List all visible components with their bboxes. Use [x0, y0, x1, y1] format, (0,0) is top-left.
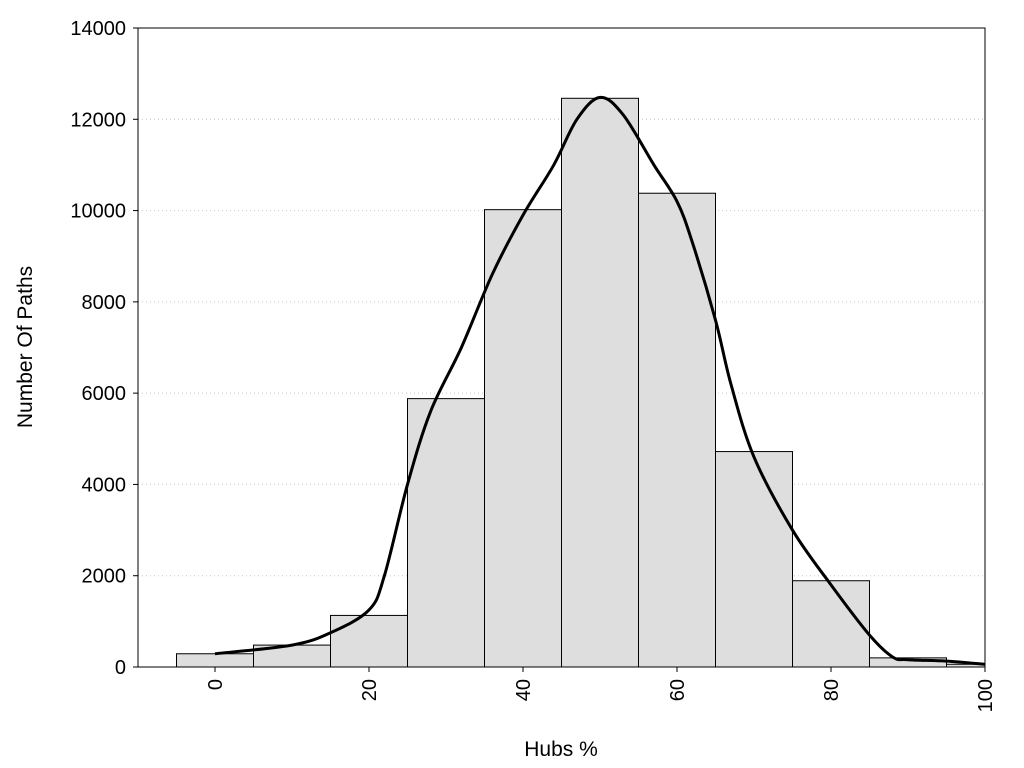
y-tick-label: 14000: [70, 18, 126, 40]
histogram-bar: [484, 209, 562, 668]
density-curve: [214, 95, 986, 666]
x-axis-title: Hubs %: [524, 738, 598, 761]
x-axis-ticks: 0 20 40 60 80 100: [205, 667, 997, 712]
histogram-bar: [715, 451, 793, 668]
y-tick-label: 10000: [70, 201, 126, 223]
y-tick-label: 12000: [70, 109, 126, 131]
y-tick-label: 6000: [82, 383, 127, 405]
x-tick-label: 80: [821, 679, 843, 701]
y-axis-title: Number Of Paths: [14, 266, 37, 428]
histogram-bar: [561, 97, 639, 668]
histogram-bar: [176, 653, 254, 668]
density-curve-layer: [214, 95, 986, 666]
x-tick-label: 100: [975, 679, 997, 712]
y-tick-label: 4000: [82, 474, 127, 496]
histogram-bar: [330, 614, 408, 668]
histogram-bars: [176, 97, 986, 668]
x-tick-label: 40: [513, 679, 535, 701]
y-axis-ticks: 0 2000 4000 6000 8000 10000 12000 14000: [70, 18, 138, 679]
x-tick-label: 60: [667, 679, 689, 701]
histogram-bar: [792, 580, 870, 668]
x-tick-label: 0: [205, 679, 227, 690]
y-tick-label: 2000: [82, 566, 127, 588]
x-tick-label: 20: [359, 679, 381, 701]
histogram-bar: [407, 398, 485, 668]
y-tick-label: 0: [115, 657, 126, 679]
plot-frame: [137, 27, 986, 668]
y-tick-label: 8000: [82, 292, 127, 314]
histogram-bar: [638, 192, 716, 668]
